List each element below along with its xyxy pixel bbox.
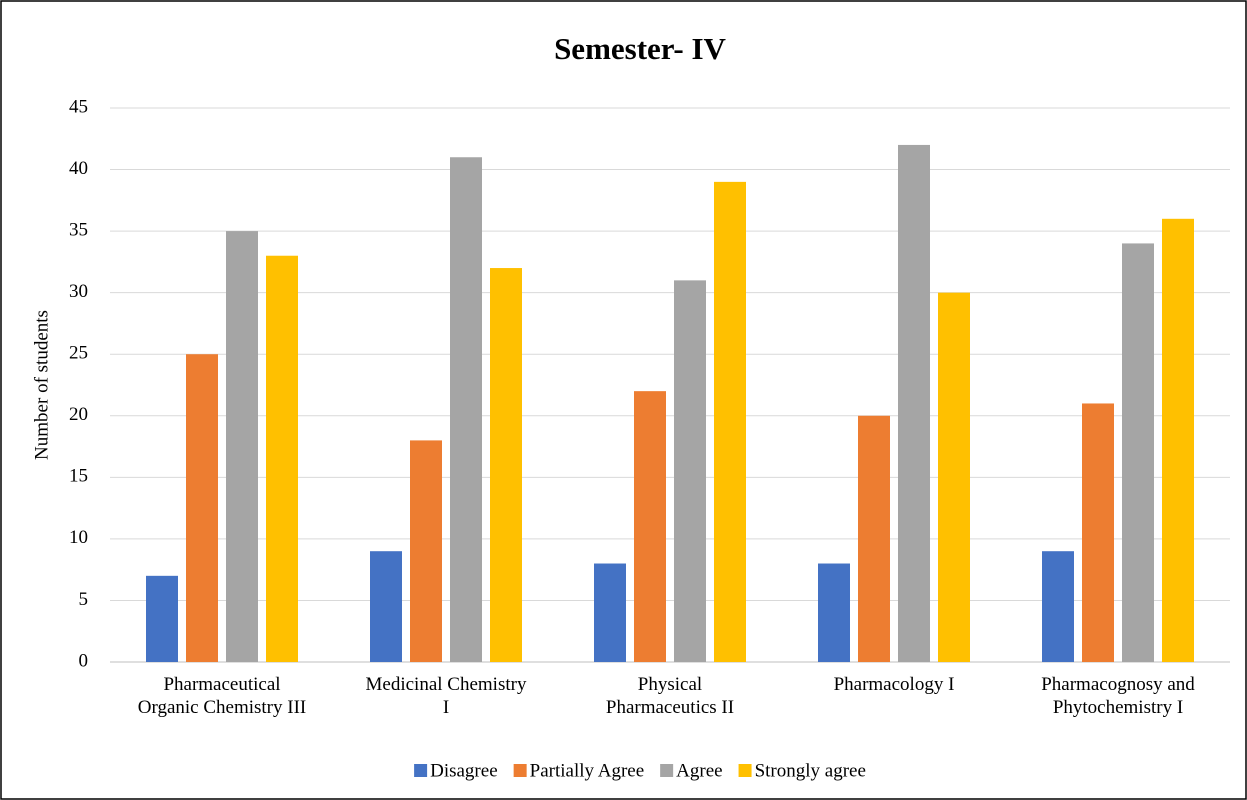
bar bbox=[450, 157, 482, 662]
y-tick-label: 20 bbox=[69, 404, 88, 425]
bar bbox=[634, 391, 666, 662]
legend-swatch bbox=[513, 764, 527, 777]
bar bbox=[490, 268, 522, 662]
bar bbox=[1162, 218, 1194, 663]
bar bbox=[410, 440, 442, 662]
y-tick-label: 30 bbox=[69, 281, 88, 302]
chart-title: Semester- IV bbox=[554, 31, 726, 66]
x-tick-label: Pharmaceutical Organic Chemistry III bbox=[137, 674, 307, 718]
bar bbox=[1082, 403, 1114, 662]
x-tick-label: Pharmacology I bbox=[833, 674, 955, 695]
bar bbox=[146, 575, 178, 662]
bar bbox=[226, 231, 258, 662]
bar bbox=[186, 354, 218, 662]
y-tick-label: 45 bbox=[69, 96, 88, 117]
y-tick-label: 15 bbox=[69, 466, 88, 487]
legend-label: Strongly agree bbox=[755, 760, 866, 781]
bar bbox=[898, 144, 930, 662]
legend-label: Agree bbox=[676, 760, 722, 781]
x-tick-label: Pharmacognosy and Phytochemistry I bbox=[1041, 674, 1195, 718]
legend-label: Partially Agree bbox=[530, 760, 645, 781]
bar bbox=[714, 181, 746, 662]
legend-swatch bbox=[738, 764, 752, 777]
bar bbox=[266, 255, 298, 662]
legend-swatch bbox=[414, 764, 428, 777]
y-tick-label: 0 bbox=[79, 650, 89, 671]
bar bbox=[1122, 243, 1154, 662]
y-tick-label: 5 bbox=[79, 589, 89, 610]
bar bbox=[370, 551, 402, 662]
x-tick-label: Physical Pharmaceutics II bbox=[605, 674, 735, 718]
y-tick-label: 40 bbox=[69, 158, 88, 179]
y-tick-label: 35 bbox=[69, 219, 88, 240]
bar bbox=[594, 563, 626, 662]
y-axis-label: Number of students bbox=[31, 310, 52, 460]
y-tick-label: 25 bbox=[69, 343, 88, 364]
bar bbox=[858, 415, 890, 662]
bar bbox=[1042, 551, 1074, 662]
bar bbox=[938, 292, 970, 662]
legend-swatch bbox=[660, 764, 674, 777]
bar bbox=[818, 563, 850, 662]
bar bbox=[674, 280, 706, 662]
x-tick-label: Medicinal Chemistry I bbox=[365, 674, 527, 718]
legend-label: Disagree bbox=[430, 760, 498, 781]
y-tick-label: 10 bbox=[69, 527, 88, 548]
